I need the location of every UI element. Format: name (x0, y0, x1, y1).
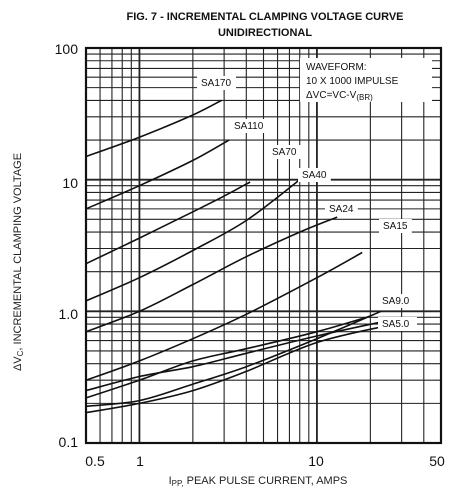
x-tick-label: 0.5 (85, 453, 105, 469)
series-label-background (268, 145, 301, 159)
x-tick-label: 10 (308, 453, 324, 469)
series-line-sa15 (85, 251, 363, 381)
series-label-background (197, 76, 236, 90)
annotation-line-1: WAVEFORM: (306, 62, 367, 73)
annotation-background (300, 58, 432, 102)
series-label-background (325, 202, 358, 216)
annotation-line-3: ΔVC=VC-V(BR) (306, 90, 373, 102)
series-label: SA24 (329, 204, 354, 215)
series-line-sa110 (85, 139, 230, 210)
series-line-sa24 (85, 216, 338, 333)
series-label-background (379, 219, 412, 233)
series-labels: SA170 SA110 SA70 SA40 SA24 SA15 SA9.0 SA5.0 (197, 76, 417, 331)
series-label: SA110 (234, 121, 264, 132)
y-tick-label: 100 (55, 41, 79, 57)
series-line-sa170 (85, 99, 222, 158)
x-tick-label: 1 (136, 453, 144, 469)
plot-frame (84, 46, 443, 445)
chart-title: FIG. 7 - INCREMENTAL CLAMPING VOLTAGE CU… (126, 11, 403, 23)
y-axis-label: ΔVC, INCREMENTAL CLAMPING VOLTAGE (12, 153, 25, 371)
series-label: SA40 (302, 170, 327, 181)
annotation-line-2: 10 X 1000 IMPULSE (306, 76, 399, 87)
waveform-annotation: WAVEFORM: 10 X 1000 IMPULSE ΔVC=VC-V(BR) (300, 58, 432, 102)
series-line-unlabeled (85, 324, 388, 414)
y-tick-label: 10 (62, 175, 78, 191)
series-label: SA5.0 (382, 319, 410, 330)
series-label: SA70 (272, 147, 297, 158)
series-label-background (298, 168, 331, 182)
series-group (85, 99, 388, 414)
series-label: SA15 (383, 221, 408, 232)
grid (86, 48, 441, 443)
series-label-background (378, 294, 417, 308)
series-line-unlabeled (85, 315, 371, 399)
x-axis-label: IPP, PEAK PULSE CURRENT, AMPS (169, 475, 348, 488)
series-label-background (230, 119, 269, 133)
series-label-background (378, 317, 417, 331)
series-line-sa5-0 (85, 319, 388, 392)
chart-subtitle: UNIDIRECTIONAL (218, 27, 312, 39)
y-tick-label: 1.0 (59, 306, 79, 322)
series-line-sa40 (85, 179, 301, 302)
x-tick-label: 50 (429, 453, 445, 469)
series-label: SA9.0 (382, 296, 410, 307)
y-tick-label: 0.1 (59, 434, 79, 450)
series-label: SA170 (201, 78, 231, 89)
series-line-sa70 (85, 181, 251, 265)
